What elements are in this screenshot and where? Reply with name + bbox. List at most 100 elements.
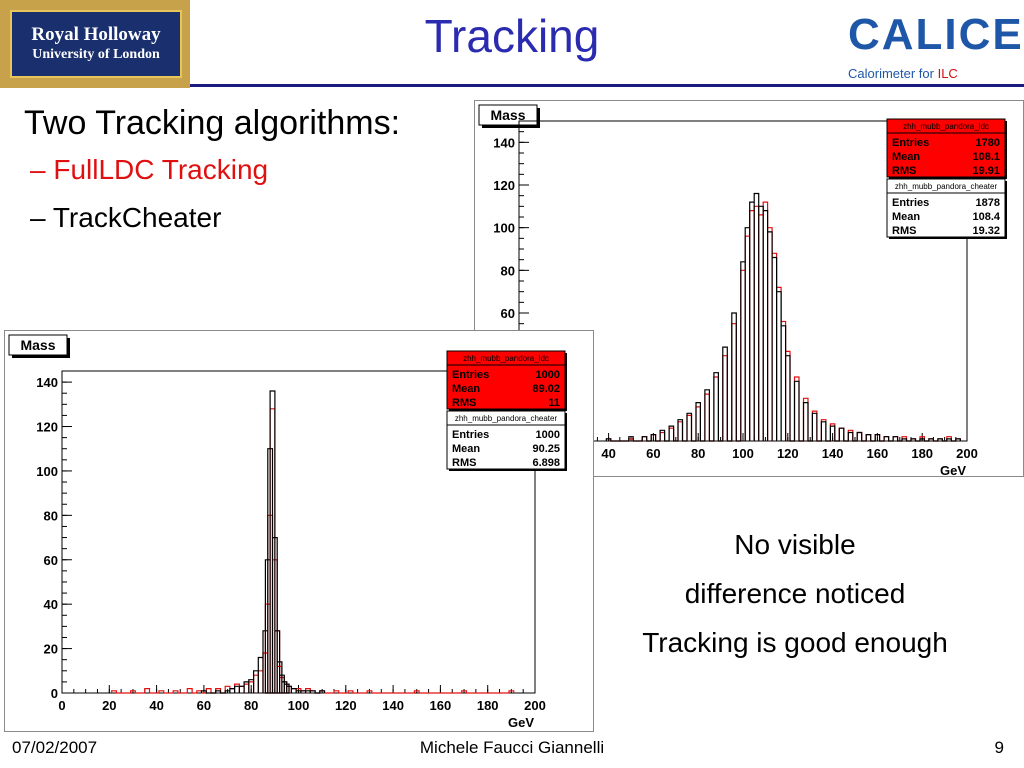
- left-hist-x-tick-label: 100: [288, 698, 310, 713]
- left-hist-stats-box: [446, 410, 566, 470]
- footer-page-number: 9: [994, 738, 1004, 757]
- right-hist-stats-key: Entries: [892, 137, 929, 149]
- calice-sub-prefix: Calorimeter for: [848, 66, 938, 81]
- right-hist-stats-value: 1878: [976, 197, 1000, 209]
- left-hist-stats-key: Mean: [452, 443, 480, 455]
- right-hist-x-axis-label: GeV: [940, 463, 966, 476]
- right-hist-stats-value: 19.91: [972, 165, 1000, 177]
- right-hist-y-tick-label: 120: [493, 178, 515, 193]
- right-hist-title-box: [478, 104, 538, 126]
- left-hist-y-tick-label: 120: [36, 420, 58, 435]
- right-hist-stats-value: 19.32: [972, 225, 1000, 237]
- mass-histogram-left: Mass 0 20 40 60 80 100 120 140 160 180 200 0 20 40 60 80…: [4, 330, 594, 732]
- right-hist-y-tick-label: 100: [493, 221, 515, 236]
- bullet-dash: –: [30, 154, 46, 185]
- left-hist-x-tick-label: 140: [382, 698, 404, 713]
- left-hist-stats-name: zhh_mubb_pandora_cheater: [455, 414, 558, 423]
- royal-holloway-logo-line2: University of London: [32, 47, 160, 62]
- left-hist-x-tick-label: 160: [430, 698, 452, 713]
- left-hist-stats-key: Mean: [452, 383, 480, 395]
- caption-line-1: No visible: [734, 529, 856, 560]
- right-hist-stats-key: RMS: [892, 165, 916, 177]
- right-hist-x-tick-label: 160: [867, 446, 889, 461]
- bullet-main: Two Tracking algorithms:: [24, 104, 401, 142]
- left-hist-stats-key: Entries: [452, 429, 489, 441]
- bullet-item-fullldc: – FullLDC Tracking: [24, 146, 400, 194]
- right-hist-stats-box: [886, 178, 1006, 238]
- left-hist-stats-key: RMS: [452, 457, 476, 469]
- right-hist-stats-key: Mean: [892, 211, 920, 223]
- left-hist-y-tick-label: 100: [36, 464, 58, 479]
- left-hist-x-tick-label: 20: [102, 698, 116, 713]
- left-hist-x-tick-label: 60: [197, 698, 211, 713]
- right-hist-series-trackcheater: [605, 192, 961, 442]
- left-hist-stats-name: zhh_mubb_pandora_ldc: [463, 354, 549, 363]
- conclusion-caption: No visible difference noticed Tracking i…: [600, 520, 990, 667]
- mass-histogram-right-svg: Mass 40 60 80 100 120 140 160 180 200 60 80 100 120 14…: [478, 104, 1007, 476]
- mass-histogram-right: Mass 40 60 80 100 120 140 160 180 200 60 80 100 120 14…: [474, 100, 1024, 477]
- right-hist-stats-value: 108.4: [972, 211, 1000, 223]
- right-hist-stats-box: [886, 118, 1006, 178]
- left-hist-stats-value: 11: [548, 397, 560, 409]
- right-hist-x-tick-label: 120: [777, 446, 799, 461]
- mass-histogram-left-svg: Mass 0 20 40 60 80 100 120 140 160 180 200 0 20 40 60 80…: [8, 334, 567, 730]
- calice-logo-word: CALICE: [848, 10, 1024, 59]
- bullet-text-trackcheater: TrackCheater: [52, 202, 222, 233]
- right-hist-x-tick-label: 40: [601, 446, 615, 461]
- slide-title: Tracking: [424, 10, 600, 62]
- right-hist-stats-key: RMS: [892, 225, 916, 237]
- left-hist-stats-key: Entries: [452, 369, 489, 381]
- left-hist-stats-box: [446, 350, 566, 410]
- bullet-text-fullldc: FullLDC Tracking: [53, 154, 269, 185]
- bullet-item-trackcheater: – TrackCheater: [24, 194, 400, 242]
- left-hist-title: Mass: [20, 337, 55, 353]
- header-divider: [190, 84, 1024, 87]
- left-hist-y-tick-label: 80: [44, 508, 58, 523]
- bullet-list: Two Tracking algorithms: – FullLDC Track…: [24, 100, 400, 242]
- left-hist-stats-value: 6.898: [532, 457, 560, 469]
- left-hist-title-box: [8, 334, 68, 356]
- left-hist-stats-key: RMS: [452, 397, 476, 409]
- footer-author: Michele Faucci Giannelli: [419, 738, 605, 757]
- calice-sub-ilc: ILC: [937, 66, 958, 81]
- right-hist-x-tick-label: 140: [822, 446, 844, 461]
- right-hist-stats-key: Entries: [892, 197, 929, 209]
- right-hist-x-tick-label: 100: [732, 446, 754, 461]
- right-hist-title: Mass: [490, 107, 525, 123]
- right-hist-stats-name: zhh_mubb_pandora_ldc: [903, 122, 989, 131]
- left-hist-series-trackcheater: [200, 390, 326, 694]
- left-hist-y-tick-label: 0: [51, 686, 58, 701]
- left-hist-y-tick-label: 40: [44, 597, 58, 612]
- royal-holloway-logo-line1: Royal Holloway: [31, 24, 161, 45]
- footer-date: 07/02/2007: [12, 738, 98, 757]
- right-hist-stats-key: Mean: [892, 151, 920, 163]
- right-hist-x-tick-label: 200: [956, 446, 978, 461]
- left-hist-x-axis-label: GeV: [508, 715, 534, 730]
- left-hist-stats-value: 90.25: [532, 443, 560, 455]
- right-hist-y-tick-label: 140: [493, 135, 515, 150]
- left-hist-y-tick-label: 60: [44, 553, 58, 568]
- bullet-dash: –: [30, 202, 46, 233]
- right-hist-stats-name: zhh_mubb_pandora_cheater: [895, 182, 998, 191]
- right-hist-x-tick-label: 60: [646, 446, 660, 461]
- royal-holloway-logo: Royal Holloway University of London: [0, 0, 190, 88]
- left-hist-x-tick-label: 0: [58, 698, 65, 713]
- left-hist-x-tick-label: 200: [524, 698, 546, 713]
- right-hist-x-tick-label: 180: [911, 446, 933, 461]
- royal-holloway-logo-badge: Royal Holloway University of London: [10, 10, 182, 78]
- left-hist-y-tick-label: 140: [36, 375, 58, 390]
- left-hist-x-tick-label: 180: [477, 698, 499, 713]
- left-hist-stats-value: 1000: [536, 369, 560, 381]
- right-hist-x-tick-label: 80: [691, 446, 705, 461]
- left-hist-x-tick-label: 40: [149, 698, 163, 713]
- right-hist-stats-value: 108.1: [972, 151, 1000, 163]
- calice-logo-subtitle: Calorimeter for ILC: [848, 66, 958, 81]
- right-hist-y-tick-label: 80: [501, 263, 515, 278]
- left-hist-y-tick-label: 20: [44, 642, 58, 657]
- left-hist-stats-value: 1000: [536, 429, 560, 441]
- left-hist-x-tick-label: 120: [335, 698, 357, 713]
- left-hist-x-tick-label: 80: [244, 698, 258, 713]
- caption-line-3: Tracking is good enough: [642, 627, 948, 658]
- calice-logo: CALICE Calorimeter for ILC: [840, 4, 1022, 84]
- caption-line-2: difference noticed: [684, 578, 906, 609]
